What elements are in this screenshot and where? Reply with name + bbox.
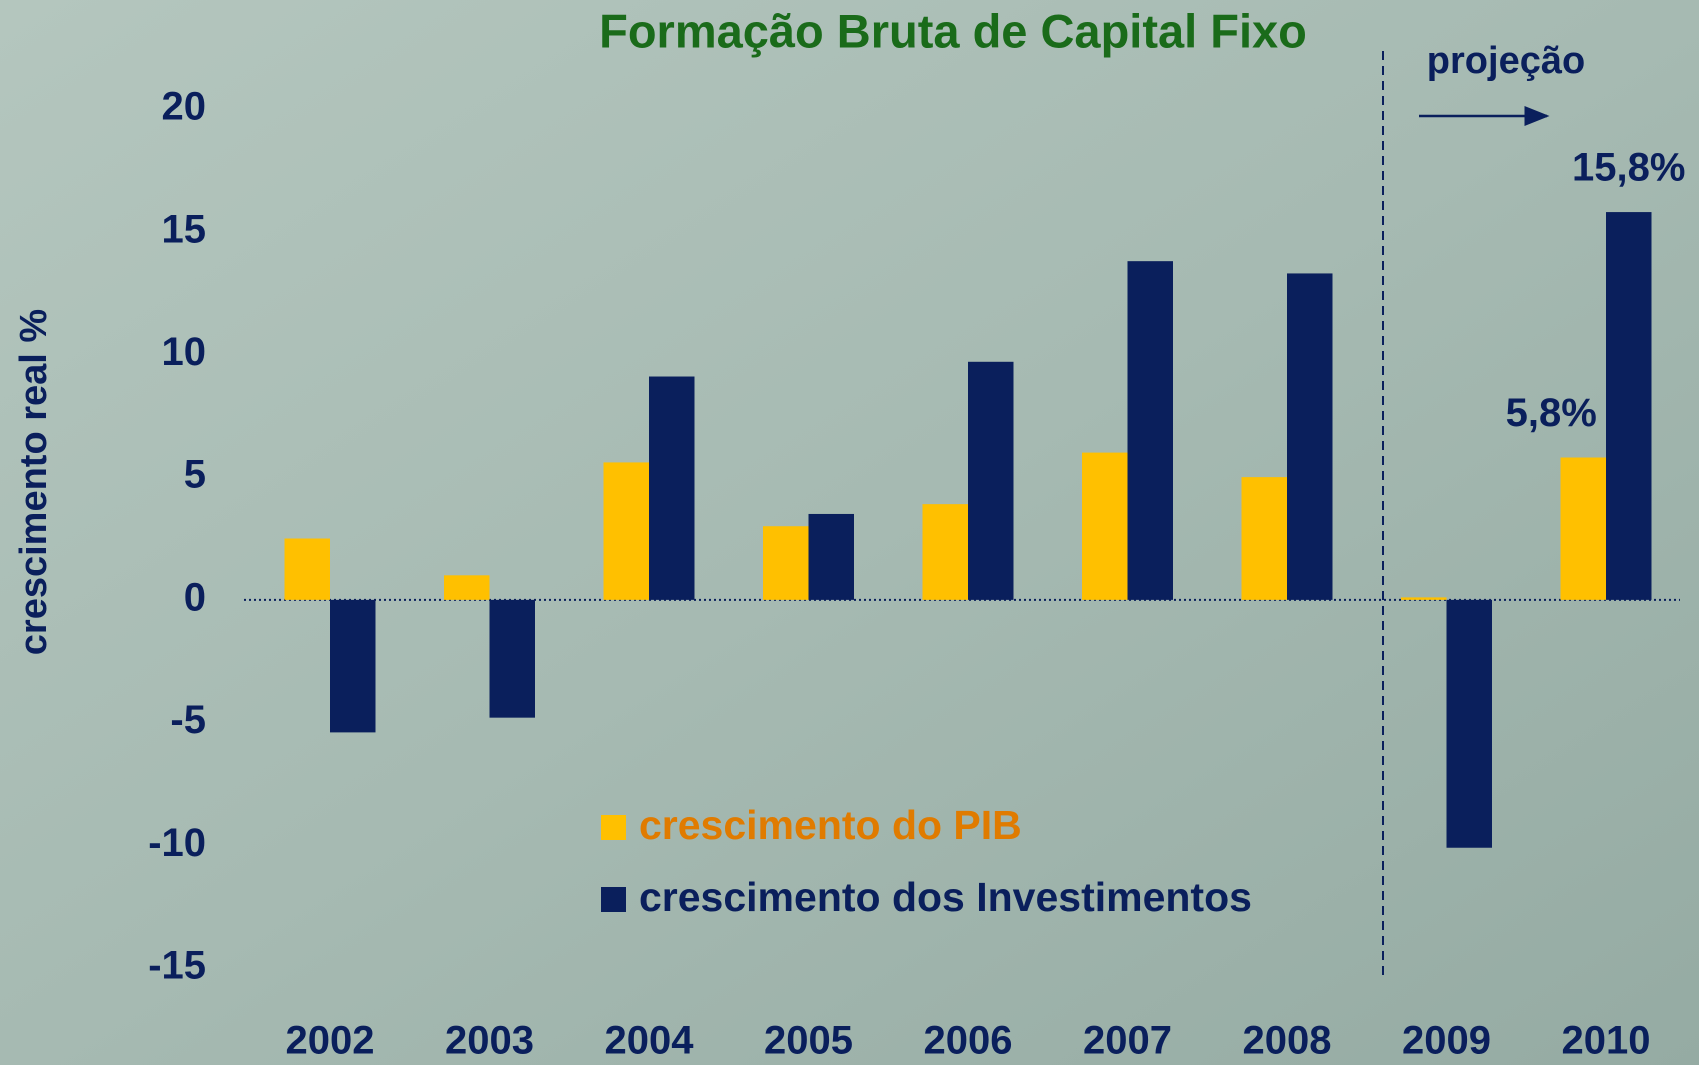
projection-label: projeção [1427,40,1585,82]
x-tick-label: 2006 [924,1019,1013,1063]
y-tick-label: -5 [170,698,206,742]
x-tick-label: 2007 [1083,1019,1172,1063]
bar [763,526,809,600]
bar [649,377,695,600]
bar [809,514,855,600]
chart-title: Formação Bruta de Capital Fixo [599,4,1307,57]
bar [1287,273,1333,599]
bar [604,462,650,599]
bar [968,362,1014,600]
value-label: 5,8% [1506,391,1597,435]
chart: Formação Bruta de Capital Fixo crescimen… [0,0,1699,1065]
y-tick-label: -15 [148,944,206,988]
bar [1401,597,1447,599]
value-label: 15,8% [1572,146,1685,190]
x-tick-label: 2009 [1402,1019,1491,1063]
bar [490,600,536,718]
x-tick-label: 2008 [1243,1019,1332,1063]
bar [1128,261,1174,600]
legend-label: crescimento do PIB [639,802,1022,848]
x-tick-label: 2002 [286,1019,375,1063]
bar [1082,453,1128,600]
bar [1242,477,1288,600]
y-tick-label: 5 [184,453,206,497]
y-tick-label: 15 [162,207,207,251]
y-tick-label: -10 [148,821,206,865]
legend-swatch [601,887,626,912]
bar [923,504,969,600]
x-tick-label: 2004 [605,1019,695,1063]
x-tick-label: 2003 [445,1019,534,1063]
bar [285,539,331,600]
y-axis-label: crescimento real % [13,309,55,655]
bar [1447,600,1493,848]
x-tick-label: 2010 [1562,1019,1651,1063]
bar [1606,212,1652,600]
bar [330,600,376,733]
bar [444,575,490,600]
x-tick-label: 2005 [764,1019,853,1063]
legend-label: crescimento dos Investimentos [639,874,1252,920]
bar [1561,458,1607,600]
y-tick-label: 0 [184,575,206,619]
y-tick-label: 10 [162,330,207,374]
legend-swatch [601,815,626,840]
y-tick-label: 20 [162,85,207,129]
